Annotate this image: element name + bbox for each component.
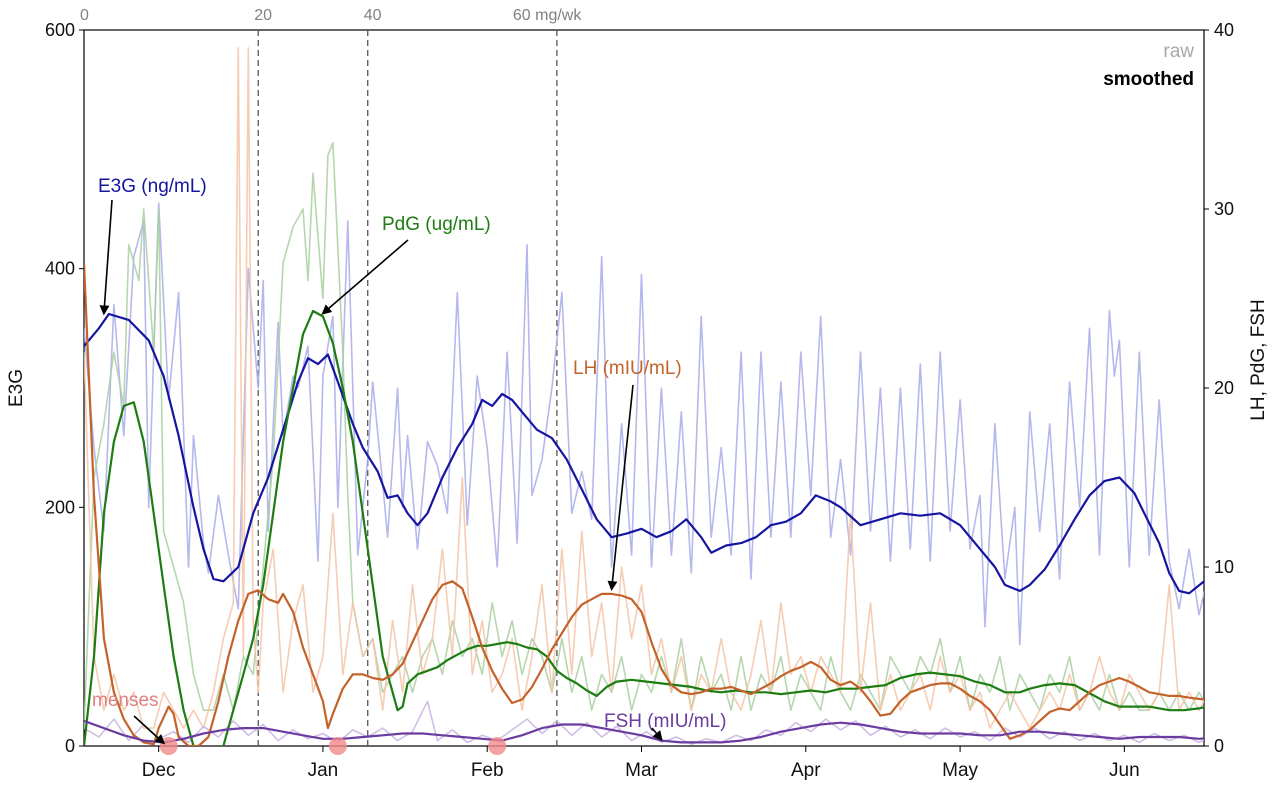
annotation-arrow-pdg-ug-ml (321, 239, 409, 315)
x-month-tick-label-jun: Jun (1109, 760, 1140, 781)
y-right-tick-label-20: 20 (1214, 378, 1234, 398)
annotation-arrow-fsh-miu-ml (651, 727, 663, 741)
dose-tick-label-0: 0 (80, 7, 89, 24)
y-left-tick-label-200: 200 (45, 497, 75, 517)
x-month-tick-label-may: May (942, 760, 978, 781)
y-left-axis-label: E3G (6, 369, 27, 407)
dose-tick-label-40: 40 (364, 7, 382, 24)
y-right-tick-label-10: 10 (1214, 557, 1234, 577)
dose-tick-label-60-mg-wk: 60 mg/wk (513, 7, 582, 24)
y-right-tick-label-0: 0 (1214, 736, 1224, 756)
annotation-label-e3g-ng-ml: E3G (ng/mL) (98, 176, 207, 197)
annotation-arrow-e3g-ng-ml (99, 199, 113, 316)
menses-marker-1 (328, 737, 347, 755)
raw-line-pdg-ug-ml (84, 142, 1204, 729)
y-left-tick-label-600: 600 (45, 20, 75, 40)
y-right-tick-label-40: 40 (1214, 20, 1234, 40)
y-left-tick-label-0: 0 (65, 736, 75, 756)
x-month-tick-label-dec: Dec (142, 760, 176, 781)
x-month-tick-label-jan: Jan (308, 760, 339, 781)
y-left-tick-label-400: 400 (45, 259, 75, 279)
menses-marker-0 (159, 737, 178, 755)
annotation-label-lh-miu-ml: LH (mIU/mL) (573, 358, 682, 379)
smoothed-line-pdg-ug-ml (84, 309, 1204, 746)
y-right-tick-label-30: 30 (1214, 199, 1234, 219)
legend-raw-label: raw (1163, 41, 1194, 62)
menses-marker-2 (488, 737, 507, 755)
legend-smoothed-label: smoothed (1103, 69, 1194, 90)
x-month-tick-label-apr: Apr (791, 760, 821, 781)
annotation-arrow-lh-miu-ml (607, 384, 634, 592)
annotation-label-menses: menses (92, 690, 159, 711)
annotation-arrow-menses (133, 715, 166, 745)
smoothed-line-e3g-ng-ml (84, 312, 1204, 595)
raw-line-e3g-ng-ml (84, 202, 1204, 646)
annotation-label-pdg-ug-ml: PdG (ug/mL) (382, 214, 491, 235)
y-right-axis-label: LH, PdG, FSH (1248, 299, 1269, 420)
x-month-tick-label-mar: Mar (625, 760, 658, 781)
dose-tick-label-20: 20 (254, 7, 272, 24)
x-month-tick-label-feb: Feb (471, 760, 504, 781)
annotation-label-fsh-miu-ml: FSH (mIU/mL) (604, 711, 726, 732)
